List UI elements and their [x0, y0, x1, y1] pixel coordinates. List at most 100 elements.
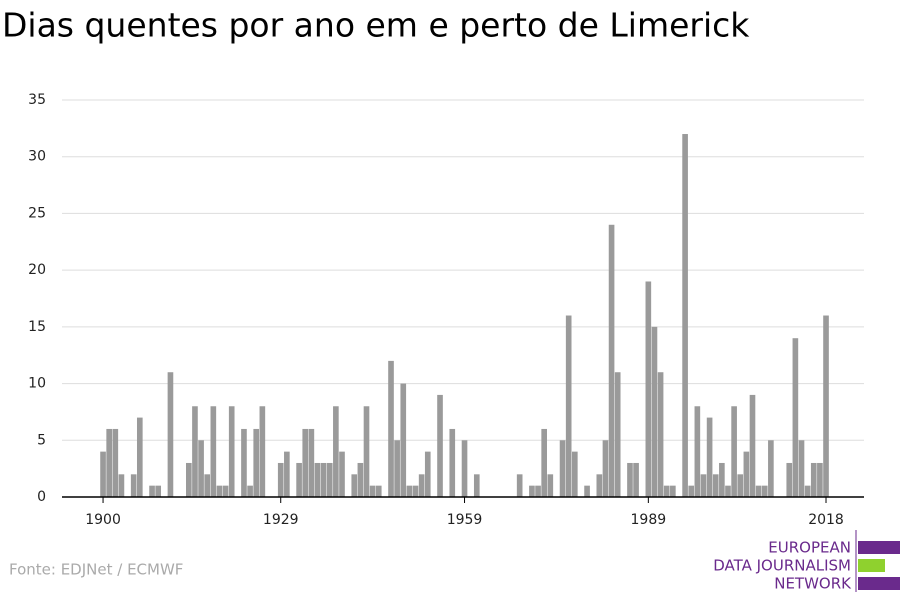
bar: [204, 474, 211, 497]
bar: [786, 462, 793, 497]
bar: [645, 281, 652, 497]
bar: [130, 474, 137, 497]
bar: [627, 462, 633, 497]
bar: [357, 462, 364, 497]
y-tick-label: 0: [37, 489, 46, 505]
bar: [388, 360, 394, 497]
bar: [688, 485, 695, 497]
bar: [516, 474, 523, 497]
bar: [296, 462, 302, 497]
bar: [755, 485, 762, 497]
bar: [584, 485, 590, 497]
bar: [241, 428, 247, 497]
x-tick-label: 1989: [631, 512, 667, 528]
logo-text: EUROPEAN: [768, 539, 851, 557]
x-tick-label: 1900: [85, 512, 121, 528]
bar: [198, 440, 204, 497]
bar: [375, 485, 382, 497]
bar: [541, 428, 547, 497]
y-tick-label: 10: [28, 376, 46, 392]
bar: [804, 485, 811, 497]
bar: [149, 485, 155, 497]
bar: [768, 440, 774, 497]
logo-bar: [858, 541, 900, 554]
bar: [596, 474, 603, 497]
bar: [308, 428, 315, 497]
logo-text: NETWORK: [774, 575, 852, 593]
y-tick-label: 15: [28, 319, 46, 335]
bar: [400, 383, 407, 497]
bar: [694, 406, 701, 497]
x-tick-label: 1959: [447, 512, 483, 528]
y-tick-label: 25: [28, 205, 46, 221]
bar: [186, 462, 192, 497]
bar: [363, 406, 370, 497]
bar: [320, 462, 327, 497]
y-tick-label: 35: [28, 92, 46, 108]
bar: [100, 451, 106, 497]
bar: [737, 474, 744, 497]
bar: [547, 474, 554, 497]
bar: [418, 474, 425, 497]
bar: [559, 440, 566, 497]
y-tick-label: 20: [28, 262, 46, 278]
bar: [314, 462, 321, 497]
bar: [731, 406, 737, 497]
bar: [112, 428, 119, 497]
bar: [670, 485, 676, 497]
bar: [167, 372, 174, 497]
bar: [823, 315, 829, 497]
bar: [614, 372, 621, 497]
logo-bar: [858, 577, 900, 590]
bar: [394, 440, 400, 497]
bar: [700, 474, 707, 497]
bar: [529, 485, 535, 497]
x-tick-label: 2018: [808, 512, 844, 528]
bar: [136, 417, 143, 497]
bar: [351, 474, 358, 497]
bar: [406, 485, 413, 497]
bar: [369, 485, 376, 497]
bar: [651, 326, 658, 497]
x-tick-label: 1929: [263, 512, 299, 528]
bar: [608, 224, 615, 497]
bar: [302, 428, 309, 497]
bar: [333, 406, 339, 497]
logo-bar: [858, 559, 885, 572]
bar: [461, 440, 468, 497]
bar: [412, 485, 419, 497]
bar: [657, 372, 664, 497]
bar: [222, 485, 229, 497]
bar: [259, 406, 266, 497]
bar: [798, 440, 805, 497]
bar: [725, 485, 731, 497]
bar: [633, 462, 639, 497]
bar: [424, 451, 431, 497]
bar: [449, 428, 456, 497]
bar: [817, 462, 823, 497]
bar: [247, 485, 253, 497]
bar: [602, 440, 609, 497]
bar: [106, 428, 112, 497]
bar: [712, 474, 719, 497]
bar: [749, 394, 756, 497]
bar: [706, 417, 713, 497]
bar: [571, 451, 578, 497]
bar: [210, 406, 217, 497]
bar: [437, 394, 443, 497]
bar: [284, 451, 290, 497]
bar: [228, 406, 235, 497]
bar: [253, 428, 260, 497]
y-tick-label: 30: [28, 149, 46, 165]
bar: [192, 406, 198, 497]
bar: [719, 462, 725, 497]
bar: [326, 462, 333, 497]
y-tick-label: 5: [37, 432, 46, 448]
bar: [761, 485, 768, 497]
bar: [473, 474, 480, 497]
chart-title: Dias quentes por ano em e perto de Limer…: [2, 6, 750, 45]
bar: [743, 451, 750, 497]
bar: [810, 462, 817, 497]
bar: [216, 485, 223, 497]
